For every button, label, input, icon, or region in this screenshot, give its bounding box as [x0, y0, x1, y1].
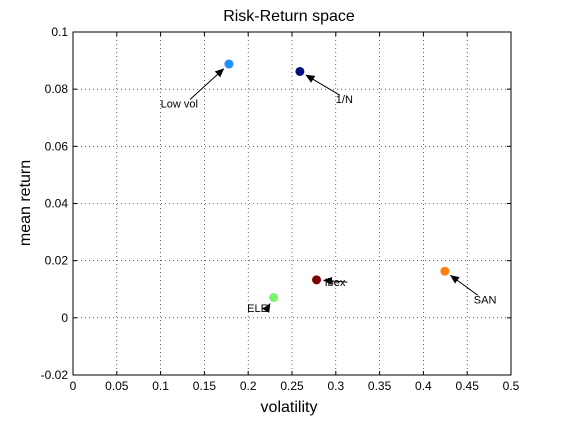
y-tick-label: 0.02	[45, 254, 69, 268]
y-tick-label: 0.06	[45, 139, 69, 153]
x-tick-label: 0.3	[327, 379, 344, 393]
x-tick-label: 0.2	[240, 379, 257, 393]
y-axis-title: mean return	[17, 160, 34, 246]
x-tick-label: 0.35	[368, 379, 392, 393]
y-tick-label: 0.08	[45, 82, 69, 96]
x-axis-title: volatility	[261, 399, 318, 416]
y-tick-label: -0.02	[41, 368, 69, 382]
annotation-label-san: SAN	[474, 294, 497, 306]
x-tick-label: 0	[70, 379, 77, 393]
x-tick-label: 0.1	[152, 379, 169, 393]
x-tick-label: 0.4	[415, 379, 432, 393]
annotation-label-low-vol: Low vol	[161, 98, 198, 110]
x-tick-label: 0.45	[456, 379, 480, 393]
annotation-label-ibex: Ibex	[325, 277, 346, 289]
data-point-ele	[269, 293, 278, 302]
annotation-label-1-n: 1/N	[336, 94, 353, 106]
x-tick-label: 0.05	[105, 379, 129, 393]
y-tick-label: 0.04	[45, 197, 69, 211]
data-point-low-vol	[224, 60, 233, 69]
x-tick-label: 0.15	[193, 379, 217, 393]
data-point-1-n	[295, 67, 304, 76]
x-tick-label: 0.5	[503, 379, 520, 393]
chart-title: Risk-Return space	[223, 8, 355, 25]
y-tick-label: 0.1	[51, 25, 68, 39]
data-point-san	[440, 267, 449, 276]
x-tick-label: 0.25	[280, 379, 304, 393]
y-tick-label: 0	[61, 311, 68, 325]
annotation-label-ele: ELE	[247, 303, 268, 315]
data-point-ibex	[312, 275, 321, 284]
